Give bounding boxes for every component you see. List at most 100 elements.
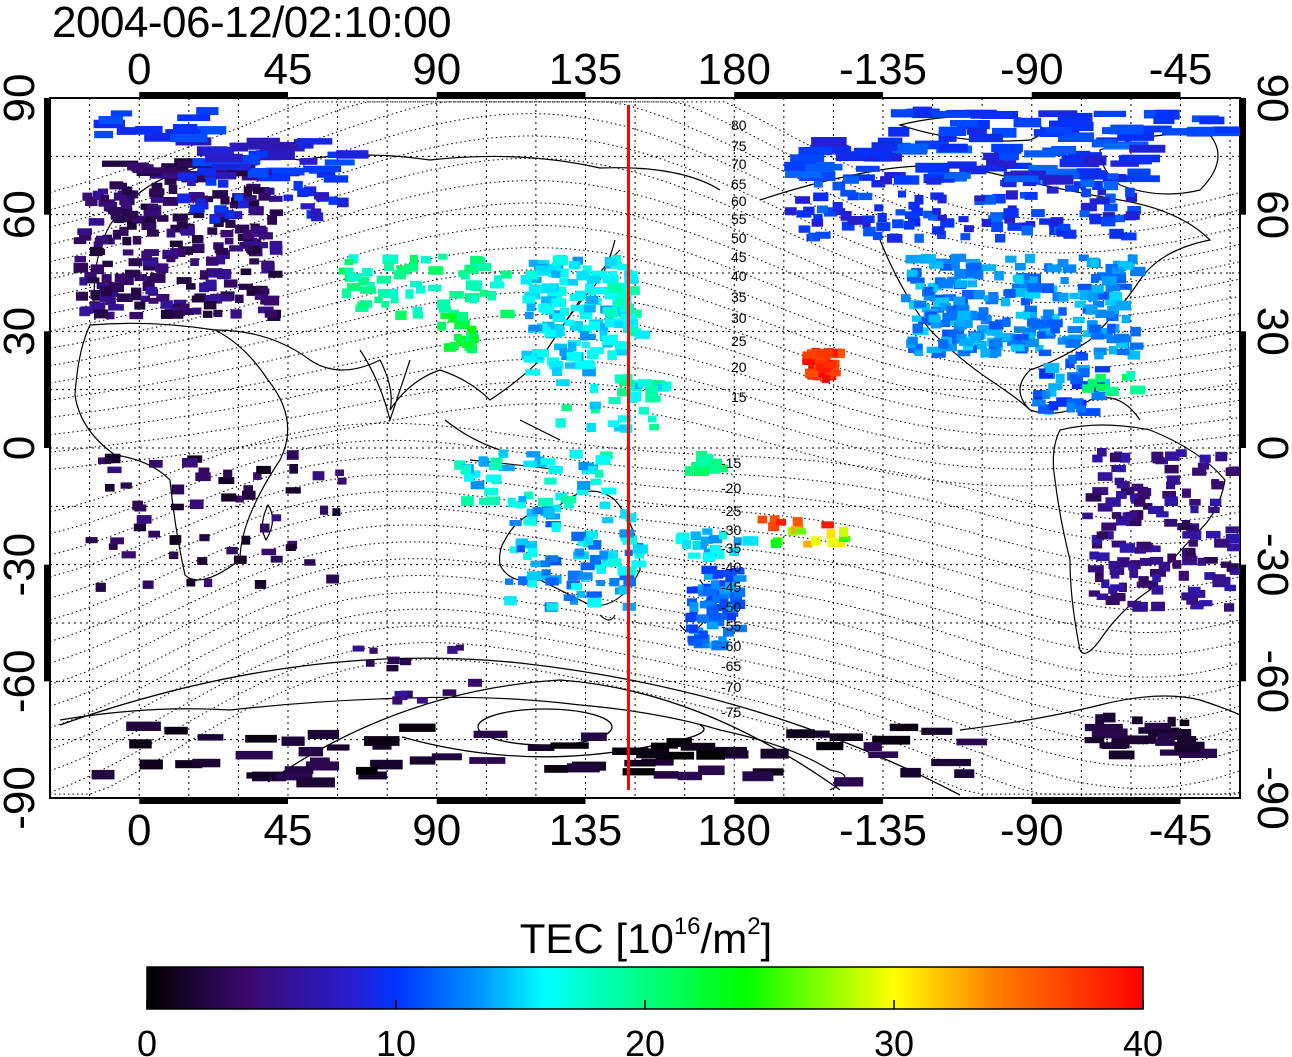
tec-cell <box>285 544 296 551</box>
tec-cell <box>1007 337 1023 347</box>
tec-cell <box>498 464 515 472</box>
tec-cell <box>1188 525 1199 535</box>
tec-cell <box>297 187 309 197</box>
tec-cell <box>901 294 911 303</box>
tec-cell <box>999 151 1019 161</box>
tec-cell <box>1043 174 1074 185</box>
tec-cell <box>1068 334 1083 343</box>
tec-cell <box>824 208 838 217</box>
tec-cell <box>449 341 459 351</box>
tec-cell <box>551 522 561 533</box>
tec-cell <box>607 283 622 293</box>
tec-cell <box>605 257 617 267</box>
tec-cell <box>376 275 391 284</box>
tec-cell <box>559 348 568 356</box>
tec-cell <box>173 124 198 134</box>
tec-cell <box>586 591 602 598</box>
tec-cell <box>903 220 915 230</box>
tec-cell <box>559 278 568 286</box>
tec-cell <box>1167 716 1176 727</box>
tec-cell <box>337 477 347 485</box>
tec-cell <box>286 450 299 460</box>
tec-cell <box>711 640 728 651</box>
tec-cell <box>230 309 242 319</box>
tec-cell <box>1108 750 1135 760</box>
tec-cell <box>1037 331 1046 339</box>
tec-cell <box>299 158 318 165</box>
tec-cell <box>217 247 229 255</box>
tec-cell <box>689 602 699 612</box>
tec-cell <box>1158 561 1171 572</box>
mag-lat-label: -55 <box>721 618 741 634</box>
tec-cell <box>162 197 179 206</box>
tec-cell <box>1097 503 1113 512</box>
tec-cell <box>1130 385 1146 395</box>
tec-cell <box>223 279 238 288</box>
tec-cell <box>490 281 505 289</box>
tec-cell <box>872 735 911 745</box>
tec-cell <box>192 243 205 254</box>
tec-cell <box>1165 451 1180 461</box>
tec-cell <box>638 379 652 388</box>
tec-cell <box>168 310 184 319</box>
tec-cell <box>1102 712 1116 723</box>
lat-tick-left: 60 <box>0 190 44 239</box>
tec-cell <box>569 293 584 301</box>
tec-cell <box>449 290 464 299</box>
tec-cell <box>487 290 497 301</box>
tec-cell <box>102 260 113 268</box>
tec-cell <box>122 249 134 256</box>
tec-cell <box>108 282 124 292</box>
tec-cell <box>918 316 928 324</box>
tec-cell <box>471 470 481 478</box>
tec-cell <box>358 771 387 780</box>
tec-cell <box>1013 117 1042 128</box>
tec-cell <box>697 616 707 623</box>
tec-cell <box>1084 723 1123 732</box>
tec-cell <box>1130 342 1144 350</box>
tec-cell <box>465 280 478 291</box>
tec-cell <box>485 496 500 505</box>
tec-cell <box>993 337 1003 348</box>
tec-cell <box>323 175 349 183</box>
tec-cell <box>814 181 823 188</box>
tec-cell <box>589 401 601 410</box>
mag-lat-label: -65 <box>721 658 741 674</box>
tec-cell <box>929 261 944 269</box>
tec-cell <box>629 380 640 390</box>
tec-cell <box>941 343 957 352</box>
tec-cell <box>160 300 173 309</box>
tec-cell <box>514 501 526 509</box>
tec-cell <box>252 187 265 194</box>
tec-cell <box>1057 337 1067 345</box>
tec-cell <box>190 204 205 213</box>
tec-cell <box>556 326 565 337</box>
tec-cell <box>1014 274 1024 284</box>
tec-cell <box>649 424 659 431</box>
tec-cell <box>1088 285 1104 294</box>
tec-cell <box>1096 197 1110 205</box>
tec-cell <box>289 464 298 474</box>
tec-cell <box>261 548 277 556</box>
tec-cell <box>90 264 104 275</box>
tec-cell <box>1110 160 1139 167</box>
tec-cell <box>478 456 488 466</box>
tec-cell <box>337 197 349 208</box>
lon-tick-top: -90 <box>1000 45 1064 94</box>
tec-cell <box>726 600 737 611</box>
tec-cell <box>247 168 269 178</box>
tec-cell <box>589 555 602 565</box>
tec-cell <box>905 254 919 264</box>
tec-cell <box>521 350 537 360</box>
tec-cell <box>173 299 187 308</box>
tec-cell <box>612 747 649 755</box>
tec-cell <box>134 504 147 512</box>
tec-cell <box>961 289 974 300</box>
tec-cell <box>479 497 489 505</box>
tec-cell <box>469 334 479 343</box>
tec-cell <box>192 307 202 315</box>
tec-cell <box>957 349 971 357</box>
tec-cell <box>1109 566 1125 575</box>
mag-lat-label: 50 <box>731 230 747 246</box>
tec-cell <box>784 207 797 216</box>
